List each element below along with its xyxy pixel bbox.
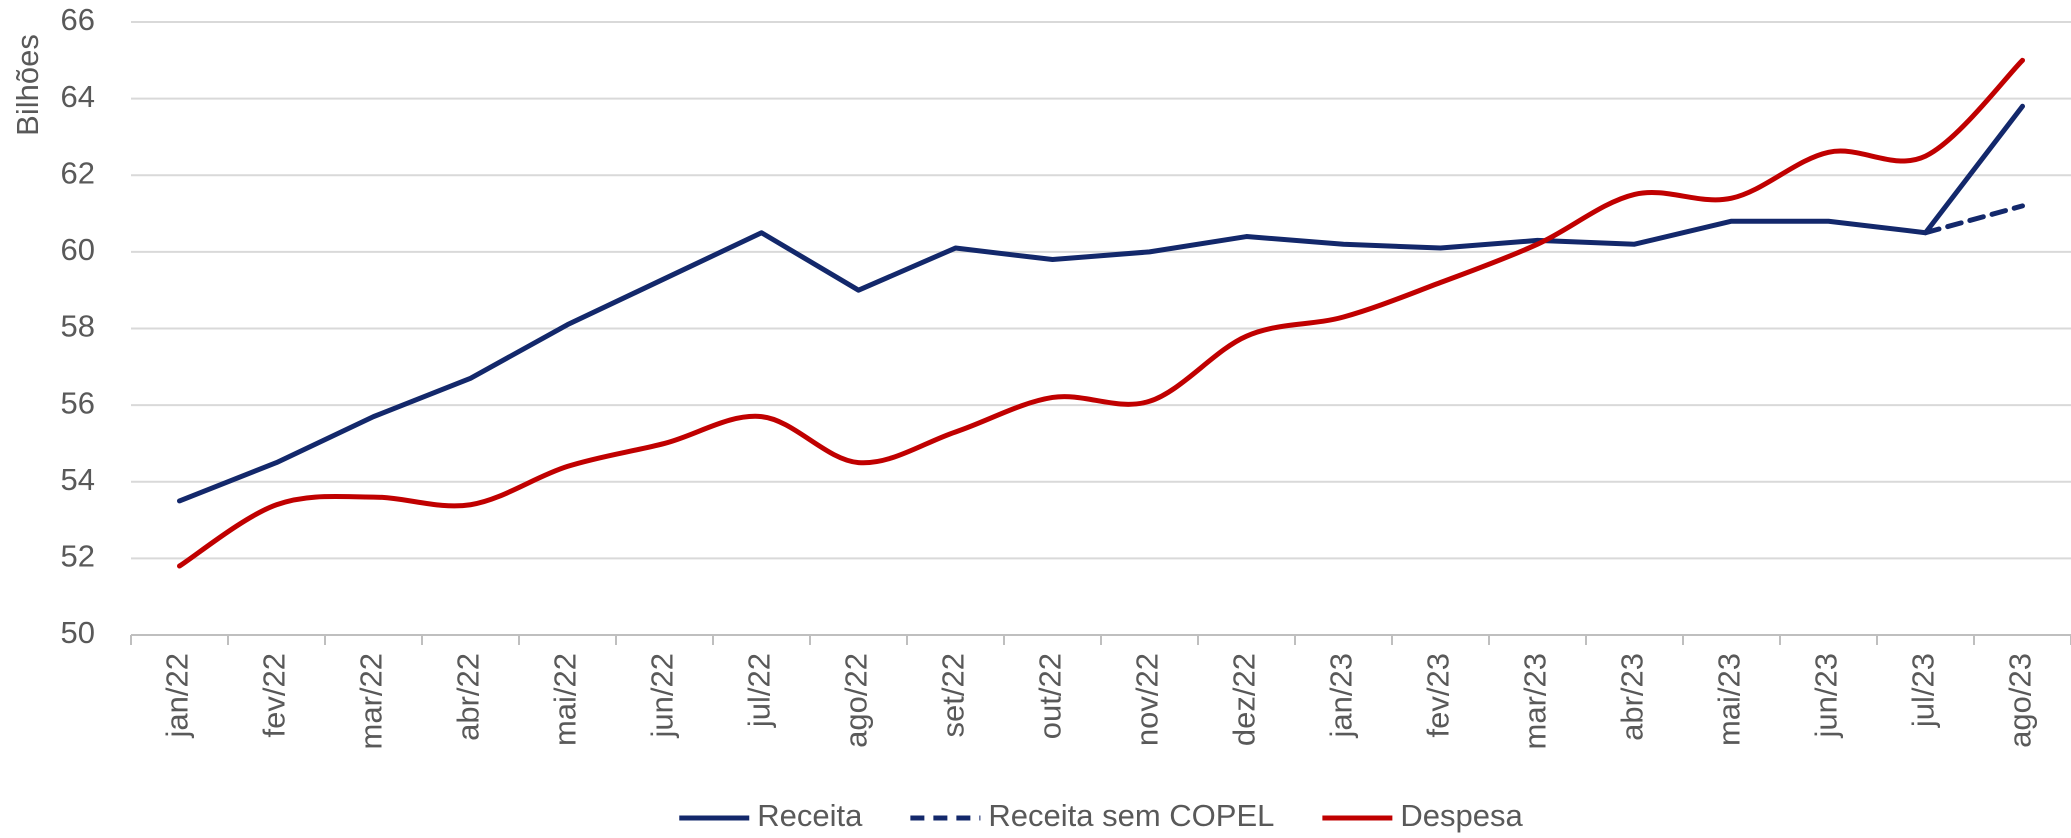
x-tick-label: set/22	[936, 653, 971, 737]
x-tick-label: mai/23	[1712, 653, 1747, 746]
y-tick-label: 58	[61, 309, 95, 344]
x-tick-label: fev/23	[1421, 653, 1456, 737]
x-tick-label: abr/22	[451, 653, 486, 741]
x-tick-label: mar/22	[354, 653, 389, 749]
x-tick-label: jul/22	[742, 653, 777, 728]
series-line	[177, 57, 2025, 569]
x-tick-label: ago/22	[839, 653, 874, 748]
y-tick-label: 52	[61, 539, 95, 574]
x-tick-label: jun/22	[645, 653, 680, 738]
x-tick-label: ago/23	[2003, 653, 2038, 748]
x-tick-label: jun/23	[1809, 653, 1844, 738]
y-tick-label: 56	[61, 385, 95, 420]
y-tick-label: 60	[61, 232, 95, 267]
y-tick-label: 64	[61, 79, 95, 114]
y-tick-label: 66	[61, 2, 95, 37]
x-tick-label: fev/22	[257, 653, 292, 737]
legend-label: Despesa	[1400, 798, 1523, 833]
series-line	[1923, 203, 2025, 236]
y-axis-label: Bilhões	[10, 34, 45, 136]
x-tick-label: jan/23	[1324, 653, 1359, 738]
legend-label: Receita	[757, 798, 863, 833]
x-tick-label: jan/22	[160, 653, 195, 738]
y-tick-label: 50	[61, 615, 95, 650]
x-tick-label: jul/23	[1906, 653, 1941, 728]
series-line	[177, 103, 2025, 504]
x-tick-label: out/22	[1033, 653, 1068, 739]
y-tick-label: 54	[61, 462, 95, 497]
x-tick-label: abr/23	[1615, 653, 1650, 741]
x-tick-label: nov/22	[1130, 653, 1165, 746]
x-tick-label: mar/23	[1518, 653, 1553, 749]
legend-label: Receita sem COPEL	[988, 798, 1274, 833]
y-tick-label: 62	[61, 155, 95, 190]
x-tick-label: mai/22	[548, 653, 583, 746]
x-tick-label: dez/22	[1227, 653, 1262, 746]
